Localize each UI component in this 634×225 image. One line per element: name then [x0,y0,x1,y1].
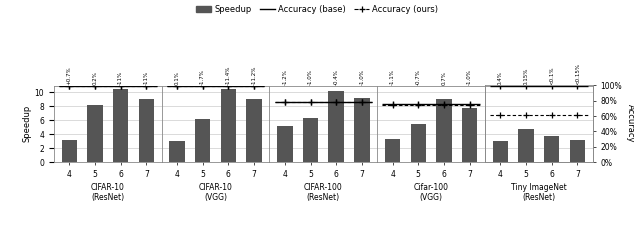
Bar [354,98,370,162]
Y-axis label: Accuracy: Accuracy [626,104,634,143]
Bar [519,129,534,162]
Text: -1.2%: -1.2% [282,69,287,85]
Text: -1.7%: -1.7% [200,69,205,85]
Text: <0.15%: <0.15% [575,63,580,85]
Bar [436,99,451,162]
Bar [169,141,184,162]
Bar [493,141,508,162]
Text: -1.1%: -1.1% [390,69,395,85]
Text: -1.0%: -1.0% [308,69,313,85]
Text: -0.4%: -0.4% [333,69,339,85]
Bar [195,119,210,162]
Text: -1.0%: -1.0% [467,69,472,85]
Text: -0.7%: -0.7% [416,69,421,85]
Bar [277,126,292,162]
Bar [247,99,262,162]
Bar [385,139,400,162]
Bar [61,140,77,162]
Bar [139,99,154,162]
Bar [113,89,128,162]
Text: 0.15%: 0.15% [524,68,529,85]
X-axis label: CIFAR-10
(VGG): CIFAR-10 (VGG) [198,183,233,202]
Y-axis label: Speedup: Speedup [23,105,32,142]
Text: -11%: -11% [118,71,123,85]
Bar [411,124,426,162]
Bar [544,136,559,162]
X-axis label: Cifar-100
(VGG): Cifar-100 (VGG) [413,183,449,202]
Text: -11.2%: -11.2% [252,65,257,85]
Bar [328,91,344,162]
Text: -11%: -11% [144,71,149,85]
Bar [462,108,477,162]
Bar [303,118,318,162]
X-axis label: Tiny ImageNet
(ResNet): Tiny ImageNet (ResNet) [511,183,567,202]
Text: -11.4%: -11.4% [226,65,231,85]
Legend: Speedup, Accuracy (base), Accuracy (ours): Speedup, Accuracy (base), Accuracy (ours… [192,2,442,18]
Text: <0.1%: <0.1% [549,66,554,85]
Bar [221,89,236,162]
Bar [87,105,103,162]
Text: 0.4%: 0.4% [498,71,503,85]
Bar [570,140,585,162]
X-axis label: CIFAR-10
(ResNet): CIFAR-10 (ResNet) [91,183,125,202]
Text: 0.1%: 0.1% [174,71,179,85]
Text: +0.7%: +0.7% [67,66,72,85]
Text: -1.0%: -1.0% [359,69,365,85]
Text: 0.7%: 0.7% [441,71,446,85]
Text: 0.2%: 0.2% [93,71,98,85]
X-axis label: CIFAR-100
(ResNet): CIFAR-100 (ResNet) [304,183,343,202]
